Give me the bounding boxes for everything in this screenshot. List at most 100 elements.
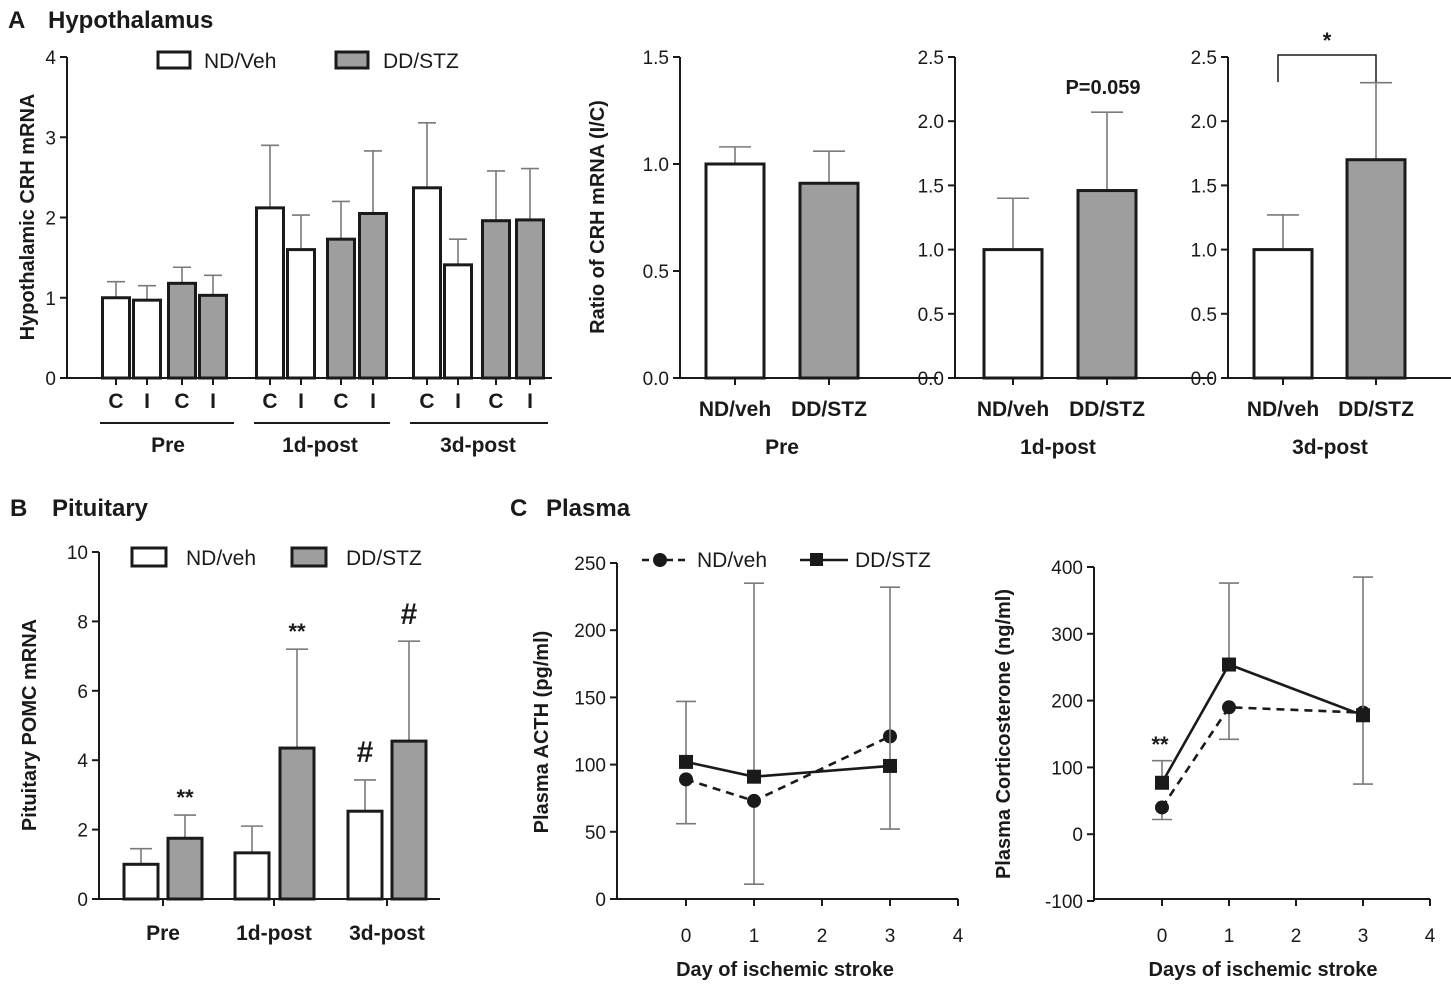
b-legend-label-nd: ND/veh bbox=[186, 547, 256, 570]
a1-bar bbox=[101, 296, 131, 380]
b-bar-nd bbox=[233, 851, 271, 901]
a1-bar bbox=[358, 211, 388, 380]
a4-y-tick-label: 1.5 bbox=[1191, 176, 1217, 197]
c2-x-tick-label: 2 bbox=[1291, 926, 1302, 947]
a1-y-tick-label: 1 bbox=[45, 289, 56, 310]
b-bar-nd bbox=[346, 809, 384, 901]
c1-series-line-dd bbox=[685, 760, 891, 779]
c1-point-nd bbox=[679, 772, 693, 787]
b-bar-dd bbox=[390, 739, 428, 901]
c1-y-tick-label: 200 bbox=[574, 621, 606, 642]
c2-y-tick-label: -100 bbox=[1045, 892, 1083, 913]
c2-y-axis-title: Plasma Corticosterone (ng/ml) bbox=[993, 589, 1015, 879]
b-bar-dd bbox=[166, 836, 204, 901]
c1-legend-marker-dd bbox=[810, 553, 823, 566]
a2-y-tick-label: 1.5 bbox=[643, 48, 669, 69]
c1-x-tick-label: 0 bbox=[681, 926, 692, 947]
b-y-tick-label: 0 bbox=[77, 890, 88, 911]
a1-bar bbox=[255, 206, 285, 380]
c1-legend-label-nd: ND/veh bbox=[697, 549, 767, 572]
a4-category-label: DD/STZ bbox=[1338, 398, 1414, 421]
a4-y-tick-label: 2.0 bbox=[1191, 112, 1217, 133]
a3-bar bbox=[1076, 189, 1138, 380]
a2-bar bbox=[704, 162, 766, 380]
c2-significance-mark: ** bbox=[1151, 732, 1169, 757]
a1-bar-label: C bbox=[488, 390, 503, 413]
a1-bar-label: I bbox=[144, 390, 150, 413]
c2-y-tick-label: 100 bbox=[1051, 758, 1083, 779]
a2-y-tick-label: 0.0 bbox=[643, 369, 669, 390]
c2-x-tick-label: 1 bbox=[1224, 926, 1235, 947]
b-bar-dd bbox=[278, 746, 316, 901]
a3-y-tick-label: 1.0 bbox=[918, 241, 944, 262]
a2-category-label: DD/STZ bbox=[791, 398, 867, 421]
c1-point-dd bbox=[883, 758, 897, 773]
a1-y-tick-label: 2 bbox=[45, 209, 56, 230]
b-y-tick-label: 4 bbox=[77, 751, 88, 772]
c1-legend-label-dd: DD/STZ bbox=[855, 549, 931, 572]
panel-b-letter: B bbox=[10, 495, 27, 522]
panel-c-title: Plasma bbox=[546, 495, 631, 522]
chart-plasma-corticosterone: Plasma Corticosterone (ng/ml) Days of is… bbox=[993, 558, 1436, 981]
chart-crh-ratio-3d: * 0.0 0.5 1.0 1.5 2.0 2.5 ND/veh DD/STZ 3d-post bbox=[1191, 28, 1451, 459]
b-category-label: 3d-post bbox=[349, 922, 425, 945]
c1-x-tick-label: 1 bbox=[749, 926, 760, 947]
a1-bar-label: C bbox=[333, 390, 348, 413]
a3-bar bbox=[982, 248, 1044, 380]
a1-legend-label-dd: DD/STZ bbox=[383, 50, 459, 73]
b-legend-swatch-dd bbox=[290, 546, 328, 568]
a1-bar-label: I bbox=[370, 390, 376, 413]
c1-legend-marker-nd bbox=[653, 553, 667, 567]
panel-a-letter: A bbox=[8, 7, 25, 34]
b-significance-mark: # bbox=[357, 736, 374, 769]
c2-point-nd bbox=[1222, 700, 1236, 715]
panel-c-letter: C bbox=[510, 495, 527, 522]
a1-bar-label: C bbox=[108, 390, 123, 413]
c1-point-dd bbox=[679, 754, 693, 769]
a3-category-label: ND/veh bbox=[977, 398, 1049, 421]
b-legend-label-dd: DD/STZ bbox=[346, 547, 422, 570]
a1-bar-label: I bbox=[455, 390, 461, 413]
a2-y-axis-title: Ratio of CRH mRNA (I/C) bbox=[587, 100, 609, 334]
c1-y-tick-label: 0 bbox=[595, 890, 606, 911]
a4-y-tick-label: 0.0 bbox=[1191, 369, 1217, 390]
a3-y-tick-label: 2.5 bbox=[918, 48, 944, 69]
a4-group-label: 3d-post bbox=[1292, 436, 1368, 459]
c2-y-tick-label: 300 bbox=[1051, 625, 1083, 646]
a3-y-tick-label: 0.5 bbox=[918, 305, 944, 326]
b-y-tick-label: 6 bbox=[77, 682, 88, 703]
b-significance-mark: # bbox=[401, 598, 418, 631]
a1-bar-label: I bbox=[527, 390, 533, 413]
a1-legend-label-nd: ND/Veh bbox=[204, 50, 276, 73]
a2-group-label: Pre bbox=[765, 436, 799, 459]
b-significance-mark: ** bbox=[176, 785, 194, 810]
a1-bar bbox=[132, 298, 162, 380]
a1-group-label: 1d-post bbox=[282, 434, 358, 457]
a1-bar bbox=[515, 218, 545, 380]
a1-bar bbox=[198, 293, 228, 380]
a1-bar bbox=[167, 281, 197, 380]
a4-category-label: ND/veh bbox=[1247, 398, 1319, 421]
a1-y-tick-label: 4 bbox=[45, 48, 56, 69]
a2-category-label: ND/veh bbox=[699, 398, 771, 421]
b-y-tick-label: 8 bbox=[77, 612, 88, 633]
c1-y-tick-label: 100 bbox=[574, 756, 606, 777]
a2-y-tick-label: 1.0 bbox=[643, 155, 669, 176]
c2-y-tick-label: 200 bbox=[1051, 692, 1083, 713]
a1-bar-label: I bbox=[298, 390, 304, 413]
a3-p-value-label: P=0.059 bbox=[1065, 77, 1140, 99]
c2-point-dd bbox=[1155, 775, 1169, 790]
c1-point-dd bbox=[747, 769, 761, 784]
b-y-tick-label: 10 bbox=[67, 543, 88, 564]
c2-series-line-dd bbox=[1160, 662, 1364, 784]
c2-x-axis-title: Days of ischemic stroke bbox=[1149, 959, 1378, 981]
chart-crh-ratio-1d: P=0.059 0.0 0.5 1.0 1.5 2.0 2.5 ND/veh DD/STZ 1d… bbox=[918, 48, 1213, 459]
a1-legend-swatch-nd bbox=[156, 50, 192, 70]
a1-bar bbox=[326, 237, 356, 380]
c2-series-line-nd bbox=[1160, 705, 1364, 809]
a1-bar bbox=[286, 248, 316, 380]
a1-legend: ND/Veh DD/STZ bbox=[156, 50, 459, 73]
a3-y-tick-label: 0.0 bbox=[918, 369, 944, 390]
a1-group-label: Pre bbox=[151, 434, 185, 457]
